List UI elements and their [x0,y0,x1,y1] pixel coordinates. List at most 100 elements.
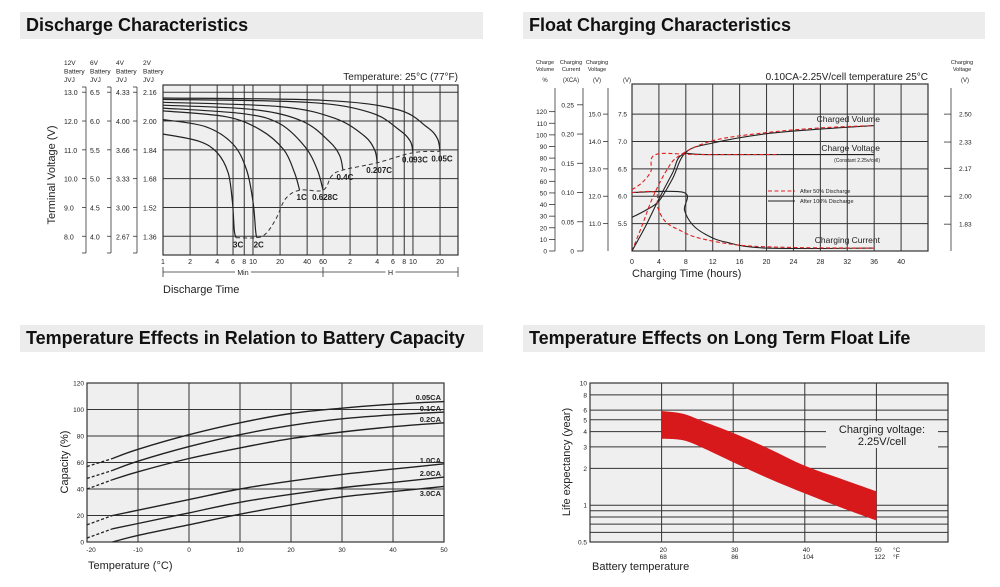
discharge-rate-label: 0.628C [312,193,338,202]
scale-header: 4V [116,60,125,67]
scale-tick-label: 5.5 [90,148,100,155]
scale-header: Battery [90,69,111,76]
voltage6-tick-label: 6.5 [618,166,627,173]
volume-tick-label: 80 [540,156,548,163]
x-tick-label: 10 [249,259,257,266]
scale-tick-label: 2.16 [143,90,157,97]
x-tick-celsius: 50 [874,547,882,554]
x-axis-title: Discharge Time [163,284,239,296]
hour-label-bg [385,268,396,276]
charging-voltage-value: 2.25V/cell [858,436,906,448]
y-tick-label: 4 [583,429,587,436]
scale-tick-label: 5.0 [90,177,100,184]
x-tick-label: 40 [303,259,311,266]
discharge-curve-0.4C [162,104,344,171]
annotation-background [826,421,938,448]
y-tick-label: 100 [73,407,84,414]
temperature-capacity-chart: 0 20 40 60 80 100 120 -20 -10 0 10 20 30 40 50 0.05CA 0.… [59,381,448,573]
voltage12-tick-label: 11.0 [589,221,602,228]
scale-tick-label: 4.0 [90,234,100,241]
axis-header: Volume [536,67,554,73]
scale-header: 12V [64,60,76,67]
volume-tick-label: 120 [536,109,547,116]
y-tick-label: 0.5 [578,540,587,547]
y-tick-label: 0 [80,540,84,547]
voltage12-tick-label: 15.0 [588,112,601,119]
x-tick-label: 20 [436,259,444,266]
current_ca-curve-after-100 [631,190,875,250]
y-tick-label: 40 [77,487,85,494]
y-axis-title: Capacity (%) [59,431,71,494]
x-tick-label: 6 [231,259,235,266]
axis-header: Voltage [953,67,971,73]
discharge-curve-2C [162,119,258,238]
scale-tick-label: 8.0 [64,234,74,241]
volume-tick-label: 70 [540,167,548,174]
float-life-chart: 1086543210.5206830864010450122°C°FChargi… [561,381,949,573]
capacity-curve-0.05CA [112,400,445,460]
discharge-rate-label: 1C [297,193,307,202]
x-tick-fahrenheit: 86 [731,554,739,561]
voltage6-tick-label: 5.5 [618,221,627,228]
y-tick-label: 10 [580,381,588,388]
cutoff-voltage-line [236,150,441,239]
x-tick-label: 20 [287,547,295,554]
x-tick-label: 0 [187,547,191,554]
scale-header: Battery [143,69,164,76]
scale-header: JVJ [143,77,154,84]
x-tick-label: 8 [402,259,406,266]
discharge-rate-label: 1.0CA [420,456,442,465]
scale-tick-label: 4.33 [116,90,130,97]
scale-header: 6V [90,60,99,67]
voltage12-tick-label: 14.0 [588,139,601,146]
discharge-rate-label: 2.0CA [420,469,442,478]
scale-header: Battery [64,69,85,76]
x-tick-label: 28 [816,259,824,266]
x-tick-fahrenheit: 122 [874,554,885,561]
x-tick-label: 2 [348,259,352,266]
volume-tick-label: 30 [540,214,548,221]
capacity-curve-extrapolated-1.0CA [86,514,113,526]
float-charging-chart: 0 4 8 12 16 20 24 28 32 36 40 0 10 20 30 40 50 60 70 80 90 10… [536,60,973,280]
charging-current-label: Charging Current [815,235,881,245]
axis-unit: (V) [961,78,969,84]
y-tick-label: 6 [583,408,587,415]
capacity-curve-extrapolated-0.2CA [86,479,113,490]
capacity-curve-2.0CA [112,476,445,530]
charging-voltage-annotation: Charging voltage: [839,424,925,436]
volume-tick-label: 40 [540,202,548,209]
float-life-chart-title: Temperature Effects on Long Term Float L… [523,325,985,352]
current-tick-label: 0.25 [561,102,574,109]
x-tick-celsius: 20 [660,547,668,554]
volume-tick-label: 10 [540,237,548,244]
legend-label: After 50% Discharge [800,189,850,195]
scale-tick-label: 1.36 [143,234,157,241]
y-tick-label: 80 [77,434,85,441]
discharge-rate-label: 0.1CA [420,404,442,413]
x-tick-label: 32 [843,259,851,266]
axis-header: Charge [536,60,554,66]
x-tick-celsius: 30 [731,547,739,554]
min-range-label: Min [237,270,248,277]
y-tick-label: 1 [583,503,587,510]
axis-header: Charging [560,60,582,66]
voltage6-tick-label: 7.0 [618,139,627,146]
discharge-curve-0.207C [162,101,378,163]
volume-tick-label: 100 [536,132,547,139]
voltage12-tick-label: 13.0 [588,166,601,173]
discharge-rate-label: 0.05C [431,154,453,163]
axis-unit: % [542,78,548,84]
x-tick-label: 60 [319,259,327,266]
x-tick-label: 10 [409,259,417,266]
capacity-curve-extrapolated-0.05CA [86,457,113,468]
discharge-rate-label: 2C [254,241,264,250]
x-tick-label: 2 [188,259,192,266]
float-charging-chart-title: Float Charging Characteristics [523,12,985,39]
x-tick-label: 36 [870,259,878,266]
hour-range-label: H [388,270,393,277]
x-tick-label: 50 [440,547,448,554]
scale-tick-label: 1.52 [143,205,157,212]
volume-tick-label: 0 [543,249,547,256]
scale-header: JVJ [90,77,101,84]
volume_pct-curve-after-100 [631,125,875,218]
